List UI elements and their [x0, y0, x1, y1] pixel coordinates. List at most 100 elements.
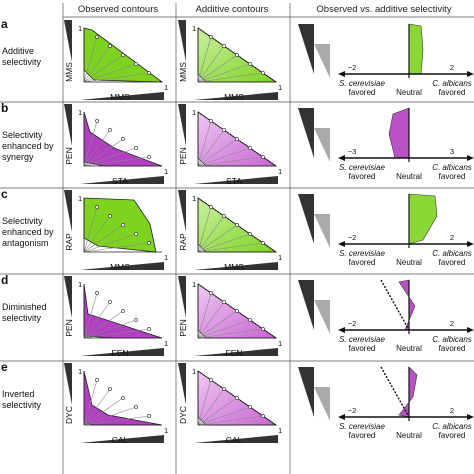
contour-point [248, 405, 252, 409]
y-axis-label: PEN [178, 319, 188, 336]
row-description-line: synergy [2, 152, 34, 162]
y-dose-wedge [178, 104, 186, 146]
dose-ray [197, 310, 238, 339]
dose-ray [83, 319, 137, 339]
dose-wedge [298, 280, 314, 330]
x-dose-wedge [194, 262, 278, 270]
arrow-right [467, 327, 474, 333]
row-description-line: enhanced by [2, 141, 54, 151]
contour-point [108, 44, 112, 48]
dose-ray [197, 215, 225, 253]
left-species-label: S. cerevisiae [339, 422, 385, 431]
neutral-label: Neutral [396, 172, 422, 181]
left-species-label: S. cerevisiae [339, 79, 385, 88]
row-description-line: Selectivity [2, 130, 43, 140]
contour-point [147, 155, 151, 159]
dose-wedge-light [314, 300, 330, 334]
dose-ray [197, 156, 264, 167]
contour-point [235, 309, 239, 313]
axis-max-label: 1 [192, 280, 196, 289]
dose-ray [83, 36, 98, 83]
dose-ray [83, 45, 111, 83]
dose-ray [83, 129, 111, 167]
pos-tick-label: 2 [450, 319, 454, 328]
axis-max-label: 1 [164, 83, 168, 92]
y-dose-wedge [64, 104, 72, 146]
axis-max-label: 1 [278, 253, 282, 262]
contour-point [95, 205, 99, 209]
dose-ray [197, 138, 238, 167]
y-dose-wedge [178, 190, 186, 232]
row-description-line: selectivity [2, 400, 42, 410]
dose-wedge [298, 24, 314, 74]
axis-max-label: 1 [164, 253, 168, 262]
x-dose-wedge [194, 348, 278, 356]
y-dose-wedge [64, 276, 72, 318]
dose-wedge-light [314, 128, 330, 162]
arrow-right [467, 414, 474, 420]
left-favored-label: favored [349, 431, 376, 440]
x-dose-wedge [80, 176, 164, 184]
axis-max-label: 1 [78, 367, 82, 376]
dose-wedge [298, 194, 314, 244]
dose-ray [197, 120, 212, 167]
row-description-line: antagonism [2, 238, 49, 248]
contour-point [261, 155, 265, 159]
selectivity-profile [398, 366, 418, 418]
neutral-label: Neutral [396, 431, 422, 440]
dose-ray [197, 415, 264, 426]
contour-point [121, 309, 125, 313]
contour-point [209, 35, 213, 39]
y-axis-label: PEN [178, 147, 188, 164]
contour-point [222, 387, 226, 391]
row-letter: d [1, 273, 8, 287]
axis-max-label: 1 [278, 167, 282, 176]
right-species-label: C. albicans [432, 79, 472, 88]
dose-ray [197, 292, 212, 339]
arrow-right [467, 155, 474, 161]
pos-tick-label: 2 [450, 63, 454, 72]
y-axis-label: PEN [64, 147, 74, 164]
observed-contour-panel: PEN STA 1 1 [64, 104, 168, 186]
contour-point [209, 119, 213, 123]
x-axis-label: STA [226, 176, 242, 186]
dose-ray [83, 206, 98, 253]
row-letter: b [1, 101, 8, 115]
y-dose-wedge [178, 363, 186, 405]
dose-ray [83, 310, 124, 339]
dose-wedge-light [314, 214, 330, 248]
contour-point [209, 378, 213, 382]
axis-max-label: 1 [164, 426, 168, 435]
additive-contour-panel: RAP MMS 1 1 [178, 190, 282, 272]
dose-ray [197, 72, 264, 83]
dose-ray [83, 147, 137, 167]
axis-max-label: 1 [78, 108, 82, 117]
contour-point [95, 35, 99, 39]
observed-contour-panel: PEN FEN 1 1 [64, 276, 168, 358]
contour-point [95, 119, 99, 123]
contour-point [134, 146, 138, 150]
grid-lines [0, 3, 474, 474]
contour-point [95, 378, 99, 382]
contour-point [235, 53, 239, 57]
neg-tick-label: −2 [348, 233, 357, 242]
left-favored-label: favored [349, 258, 376, 267]
y-axis-label: MMS [178, 62, 188, 82]
y-axis-label: RAP [64, 233, 74, 251]
axis-max-label: 1 [192, 24, 196, 33]
right-species-label: C. albicans [432, 335, 472, 344]
x-axis-label: MMS [110, 92, 130, 102]
dose-ray [197, 328, 264, 339]
right-favored-label: favored [439, 344, 466, 353]
dose-ray [83, 301, 111, 339]
row-description-line: enhanced by [2, 227, 54, 237]
left-favored-label: favored [349, 88, 376, 97]
dose-ray [83, 215, 111, 253]
contour-point [147, 241, 151, 245]
contour-point [261, 414, 265, 418]
axis-max-label: 1 [192, 367, 196, 376]
right-favored-label: favored [439, 88, 466, 97]
